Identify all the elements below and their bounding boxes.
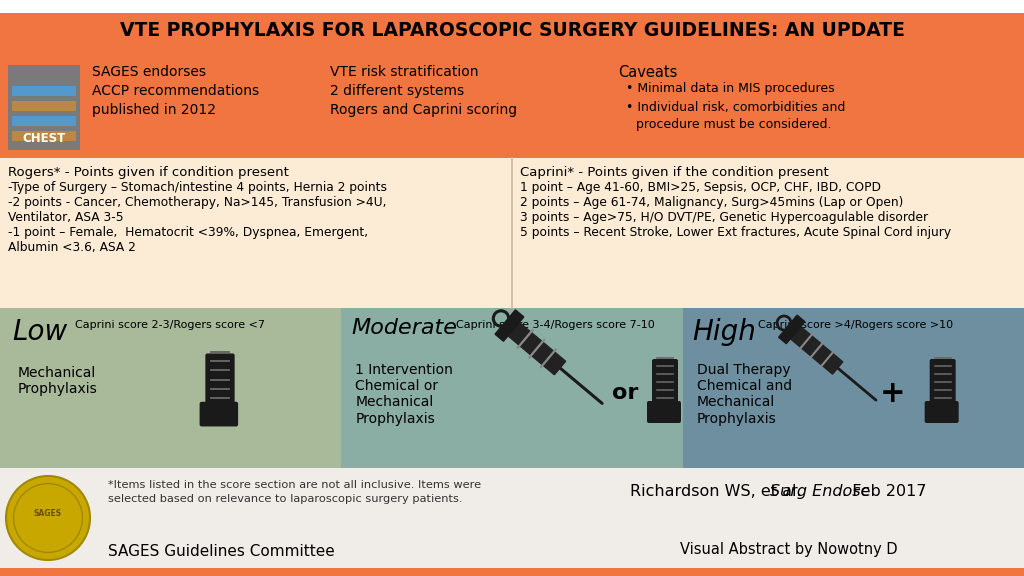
Polygon shape (778, 315, 805, 344)
Text: Rogers and Caprini scoring: Rogers and Caprini scoring (330, 103, 517, 117)
Text: Caveats: Caveats (618, 65, 677, 80)
FancyBboxPatch shape (652, 359, 678, 405)
Bar (0, 308, 341, 468)
Text: Caprini score >4/Rogers score >10: Caprini score >4/Rogers score >10 (758, 320, 952, 330)
Bar (8, 65, 80, 150)
Text: SAGES: SAGES (34, 509, 62, 517)
Text: Visual Abstract by Nowotny D: Visual Abstract by Nowotny D (680, 542, 898, 557)
Text: 5 points – Recent Stroke, Lower Ext fractures, Acute Spinal Cord injury: 5 points – Recent Stroke, Lower Ext frac… (520, 226, 951, 239)
Text: . Feb 2017: . Feb 2017 (842, 484, 927, 499)
Text: 1 Intervention
Chemical or
Mechanical
Prophylaxis: 1 Intervention Chemical or Mechanical Pr… (355, 363, 454, 426)
Bar (0, 568, 1024, 576)
FancyBboxPatch shape (925, 401, 958, 423)
Text: or: or (611, 383, 638, 403)
Bar (0, 13, 1024, 53)
FancyBboxPatch shape (930, 359, 955, 405)
Text: CHEST: CHEST (23, 132, 66, 145)
Bar (512, 158, 1024, 308)
Text: ACCP recommendations: ACCP recommendations (92, 84, 259, 98)
FancyBboxPatch shape (647, 401, 681, 423)
Text: High: High (692, 318, 757, 346)
Text: • Minimal data in MIS procedures: • Minimal data in MIS procedures (626, 82, 835, 95)
Text: Caprini score 3-4/Rogers score 7-10: Caprini score 3-4/Rogers score 7-10 (457, 320, 655, 330)
Text: Moderate: Moderate (351, 318, 458, 338)
Text: Caprini score 2-3/Rogers score <7: Caprini score 2-3/Rogers score <7 (75, 320, 265, 330)
Text: *Items listed in the score section are not all inclusive. Items were: *Items listed in the score section are n… (108, 480, 481, 490)
Polygon shape (495, 310, 524, 341)
Text: selected based on relevance to laparoscopic surgery patients.: selected based on relevance to laparosco… (108, 494, 463, 504)
Text: Albumin <3.6, ASA 2: Albumin <3.6, ASA 2 (8, 241, 136, 254)
Bar (0, 468, 1024, 568)
Bar (683, 308, 1024, 468)
Text: Low: Low (12, 318, 68, 346)
Text: -Type of Surgery – Stomach/intestine 4 points, Hernia 2 points: -Type of Surgery – Stomach/intestine 4 p… (8, 181, 387, 194)
Polygon shape (791, 327, 843, 374)
Bar (341, 308, 683, 468)
Text: procedure must be considered.: procedure must be considered. (636, 118, 831, 131)
Text: VTE risk stratification: VTE risk stratification (330, 65, 478, 79)
Text: Rogers* - Points given if condition present: Rogers* - Points given if condition pres… (8, 166, 289, 179)
Text: 2 different systems: 2 different systems (330, 84, 464, 98)
Polygon shape (508, 323, 565, 375)
Text: Richardson WS, et al.: Richardson WS, et al. (630, 484, 807, 499)
Text: Surg Endosc: Surg Endosc (770, 484, 869, 499)
Bar (12, 131, 76, 141)
Text: +: + (880, 378, 905, 407)
Text: Dual Therapy
Chemical and
Mechanical
Prophylaxis: Dual Therapy Chemical and Mechanical Pro… (696, 363, 792, 426)
Text: published in 2012: published in 2012 (92, 103, 216, 117)
Text: 1 point – Age 41-60, BMI>25, Sepsis, OCP, CHF, IBD, COPD: 1 point – Age 41-60, BMI>25, Sepsis, OCP… (520, 181, 881, 194)
Bar (12, 86, 76, 96)
Text: VTE PROPHYLAXIS FOR LAPAROSCOPIC SURGERY GUIDELINES: AN UPDATE: VTE PROPHYLAXIS FOR LAPAROSCOPIC SURGERY… (120, 21, 904, 40)
Text: Ventilator, ASA 3-5: Ventilator, ASA 3-5 (8, 211, 124, 224)
Text: 2 points – Age 61-74, Malignancy, Surg>45mins (Lap or Open): 2 points – Age 61-74, Malignancy, Surg>4… (520, 196, 903, 209)
FancyBboxPatch shape (206, 354, 234, 406)
Text: 3 points – Age>75, H/O DVT/PE, Genetic Hypercoagulable disorder: 3 points – Age>75, H/O DVT/PE, Genetic H… (520, 211, 928, 224)
Text: • Individual risk, comorbidities and: • Individual risk, comorbidities and (626, 101, 846, 114)
Bar (12, 101, 76, 111)
Text: SAGES endorses: SAGES endorses (92, 65, 206, 79)
Text: -1 point – Female,  Hematocrit <39%, Dyspnea, Emergent,: -1 point – Female, Hematocrit <39%, Dysp… (8, 226, 368, 239)
Text: -2 points - Cancer, Chemotherapy, Na>145, Transfusion >4U,: -2 points - Cancer, Chemotherapy, Na>145… (8, 196, 386, 209)
Bar (0, 158, 512, 308)
Text: Mechanical
Prophylaxis: Mechanical Prophylaxis (18, 366, 97, 396)
Bar (12, 116, 76, 126)
Bar (0, 53, 1024, 158)
Text: SAGES Guidelines Committee: SAGES Guidelines Committee (108, 544, 335, 559)
FancyBboxPatch shape (200, 401, 239, 426)
Circle shape (6, 476, 90, 560)
Text: Caprini* - Points given if the condition present: Caprini* - Points given if the condition… (520, 166, 828, 179)
